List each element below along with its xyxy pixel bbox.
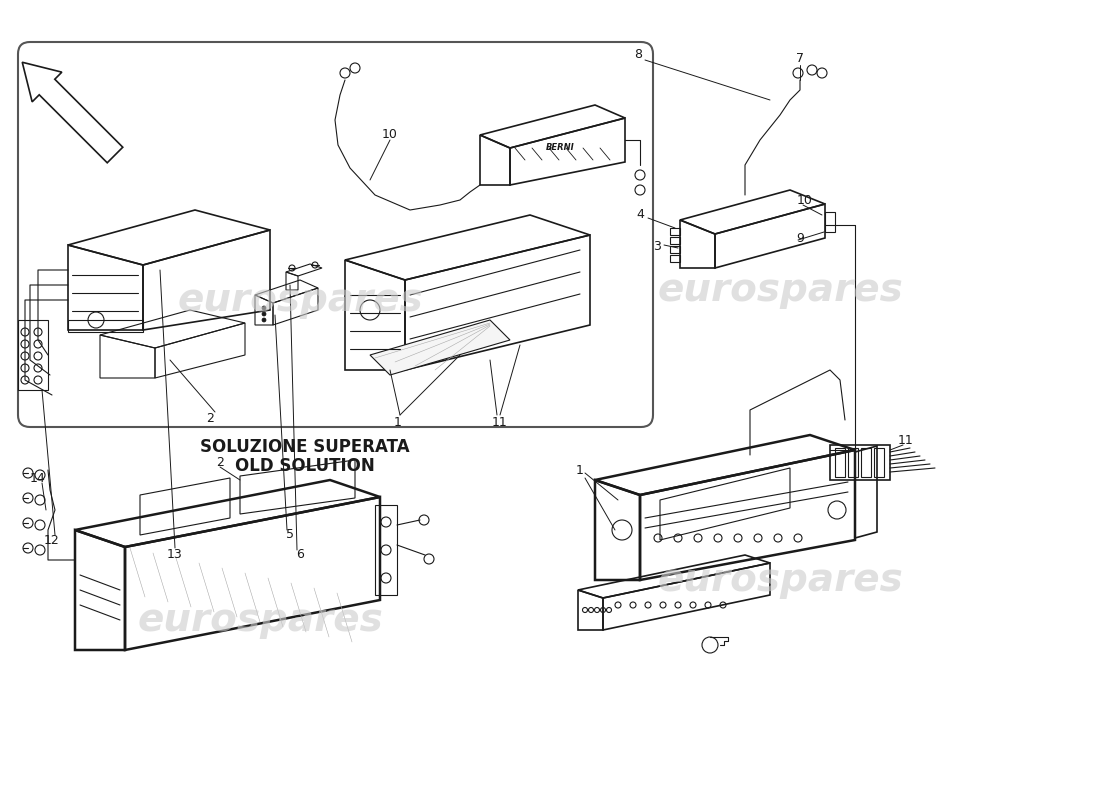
Bar <box>670 246 680 253</box>
Text: eurospares: eurospares <box>657 561 903 599</box>
Text: 1: 1 <box>576 463 584 477</box>
Text: 1: 1 <box>394 415 402 429</box>
Text: eurospares: eurospares <box>657 271 903 309</box>
Bar <box>874 448 884 477</box>
Bar <box>835 448 845 477</box>
Text: 3: 3 <box>653 241 661 254</box>
Text: BERNI: BERNI <box>546 143 574 153</box>
Bar <box>848 448 858 477</box>
Circle shape <box>262 306 266 310</box>
Circle shape <box>262 312 266 316</box>
Text: 6: 6 <box>296 549 304 562</box>
Text: SOLUZIONE SUPERATA: SOLUZIONE SUPERATA <box>200 438 410 456</box>
Bar <box>68 320 143 332</box>
FancyArrow shape <box>22 62 123 162</box>
Bar <box>670 255 680 262</box>
Bar <box>375 505 397 595</box>
Text: 13: 13 <box>167 549 183 562</box>
Bar <box>670 228 680 235</box>
Circle shape <box>262 318 266 322</box>
Text: 7: 7 <box>796 51 804 65</box>
Text: 12: 12 <box>44 534 59 546</box>
Text: eurospares: eurospares <box>138 601 383 639</box>
Text: 14: 14 <box>30 471 46 485</box>
Text: 10: 10 <box>382 129 398 142</box>
Text: 10: 10 <box>798 194 813 206</box>
Text: 11: 11 <box>898 434 914 446</box>
Bar <box>670 237 680 244</box>
Text: eurospares: eurospares <box>177 281 422 319</box>
Bar <box>18 320 48 390</box>
Text: 2: 2 <box>206 411 213 425</box>
Bar <box>825 212 835 232</box>
Text: 2: 2 <box>216 455 224 469</box>
Text: 4: 4 <box>636 209 644 222</box>
Text: 5: 5 <box>286 529 294 542</box>
Text: 9: 9 <box>796 231 804 245</box>
Text: OLD SOLUTION: OLD SOLUTION <box>235 457 375 475</box>
Bar <box>830 445 890 480</box>
Polygon shape <box>370 320 510 375</box>
Text: 8: 8 <box>634 49 642 62</box>
Bar <box>861 448 871 477</box>
Text: 11: 11 <box>492 415 508 429</box>
